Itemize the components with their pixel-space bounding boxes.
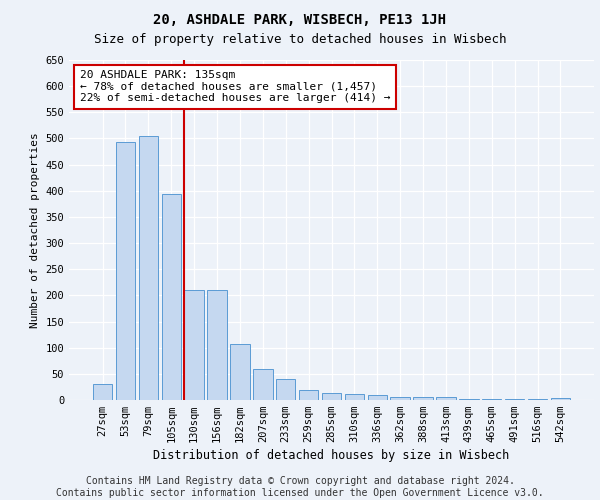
Bar — [230, 344, 250, 400]
Bar — [276, 379, 295, 400]
Text: Size of property relative to detached houses in Wisbech: Size of property relative to detached ho… — [94, 32, 506, 46]
Bar — [208, 290, 227, 400]
Text: Contains HM Land Registry data © Crown copyright and database right 2024.
Contai: Contains HM Land Registry data © Crown c… — [56, 476, 544, 498]
Bar — [322, 392, 341, 400]
Bar — [299, 390, 319, 400]
Bar — [161, 194, 181, 400]
Bar — [551, 398, 570, 400]
Bar — [116, 142, 135, 400]
Bar — [344, 394, 364, 400]
Text: 20, ASHDALE PARK, WISBECH, PE13 1JH: 20, ASHDALE PARK, WISBECH, PE13 1JH — [154, 12, 446, 26]
Bar — [93, 384, 112, 400]
Bar — [184, 290, 204, 400]
Bar — [368, 395, 387, 400]
Y-axis label: Number of detached properties: Number of detached properties — [30, 132, 40, 328]
Bar — [459, 399, 479, 400]
Bar — [391, 398, 410, 400]
Bar — [436, 398, 455, 400]
Text: 20 ASHDALE PARK: 135sqm
← 78% of detached houses are smaller (1,457)
22% of semi: 20 ASHDALE PARK: 135sqm ← 78% of detache… — [79, 70, 390, 103]
Bar — [139, 136, 158, 400]
X-axis label: Distribution of detached houses by size in Wisbech: Distribution of detached houses by size … — [154, 450, 509, 462]
Bar — [253, 369, 272, 400]
Bar — [413, 398, 433, 400]
